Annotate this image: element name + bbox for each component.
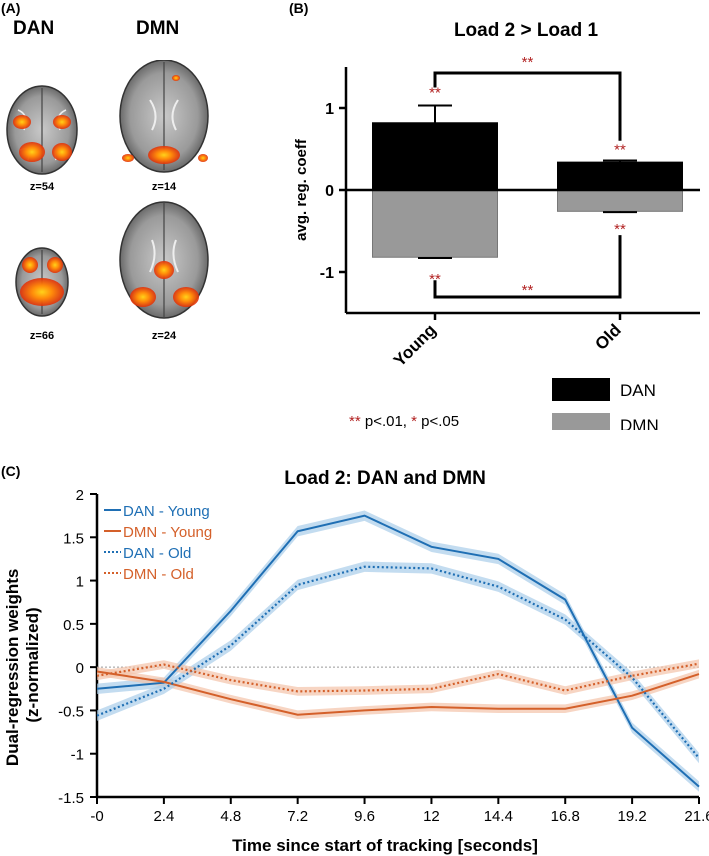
line-x-tick-label: 21.6 [684,808,709,825]
line-x-tick-label: 2.4 [153,808,174,825]
legend-swatch-dan [552,378,610,401]
brain-slice-dmn-z14 [119,60,209,173]
y-label-line-1: Dual-regression weights [3,569,22,766]
sig-star-dan-young: ** [429,85,441,102]
dan-column-title: DAN [13,18,55,39]
legend-text-dmn-old: DMN - Old [123,566,194,583]
line-chart-x-label: Time since start of tracking [seconds] [232,836,538,855]
line-y-tick-label: -1.5 [58,790,84,807]
bar-category-label: Young [390,320,440,370]
bar-y-tick-label: 0 [325,183,334,200]
sig-star-dan-old: ** [614,141,626,158]
panel-c-label: (C) [1,463,21,479]
bar-dmn-old [557,189,683,212]
line-x-tick-label: 14.4 [484,808,513,825]
line-chart: Load 2: DAN and DMN -1.5 -1 -0.5 0 0.5 1 1.5 2 -… [3,468,709,855]
brain-slices [6,60,209,319]
line-y-tick-label: 1.5 [63,530,84,547]
significance-legend: ** p<.01, * p<.05 [349,413,459,430]
ci-band-dan-old [97,561,699,764]
bar-dan-young [372,122,498,191]
sig-single-text: p<.05 [417,413,460,430]
line-x-tick-label: 12 [423,808,440,825]
legend-label-dmn: DMN [620,416,659,430]
bar-dan-old [557,161,683,191]
series-line-dmn-young [96,670,700,716]
sig-star-dmn-young: ** [429,271,441,288]
bar-y-tick-label: -1 [320,265,334,282]
bar-category-label: Old [591,320,624,353]
legend-swatch-dmn [552,413,610,430]
series-line-dmn-old [96,662,700,693]
bar-dmn-young [372,189,498,258]
line-x-tick-label: 9.6 [354,808,375,825]
slice-label-dmn-2: z=24 [151,330,177,342]
sig-star-dmn-comparison: ** [522,282,534,299]
series-line-dan-young [96,514,700,788]
sig-single-star: * [411,413,417,430]
y-label-line-2: (z-normalized) [23,607,42,722]
line-y-tick-label: 2 [76,487,84,504]
line-y-tick-label: 0 [76,660,84,677]
dmn-column-title: DMN [136,18,180,39]
dan-comparison-bracket [433,71,622,141]
line-x-tick-label: -0 [90,808,103,825]
line-x-tick-label: 16.8 [551,808,580,825]
legend-text-dan-young: DAN - Young [123,503,210,520]
dmn-comparison-bracket [433,235,622,299]
panel-a-label: (A) [1,0,21,16]
line-x-tick-label: 7.2 [287,808,308,825]
line-x-tick-label: 4.8 [220,808,241,825]
legend-label-dan: DAN [620,381,656,400]
legend-text-dmn-young: DMN - Young [123,524,212,541]
bar-y-tick-label: 1 [325,101,334,118]
legend-text-dan-old: DAN - Old [123,545,191,562]
slice-label-dan-1: z=54 [29,181,55,193]
brain-slice-dmn-z24 [119,201,209,319]
line-y-tick-label: 1 [76,574,84,591]
sig-star-dmn-old: ** [614,221,626,238]
line-y-tick-label: -1 [71,747,84,764]
slice-label-dan-2: z=66 [29,330,55,342]
slice-label-dmn-1: z=14 [151,181,177,193]
bar-chart-title: Load 2 > Load 1 [454,20,599,41]
panel-b-label: (B) [289,0,309,16]
line-x-tick-label: 19.2 [618,808,647,825]
sig-double-star: ** [349,413,361,430]
brain-slice-dan-z54 [6,85,78,175]
line-chart-title: Load 2: DAN and DMN [284,468,486,489]
line-y-tick-label: 0.5 [63,617,84,634]
bar-chart-y-label: avg. reg. coeff [293,138,310,241]
sig-double-text: p<.01, [360,413,412,430]
ci-band-dmn-young [97,667,699,720]
brain-slice-dan-z66 [15,247,69,317]
line-chart-y-label: Dual-regression weights (z-normalized) [3,564,42,766]
sig-star-dan-comparison: ** [522,54,534,71]
ci-band-dmn-old [97,659,699,696]
line-y-tick-label: -0.5 [58,703,84,720]
